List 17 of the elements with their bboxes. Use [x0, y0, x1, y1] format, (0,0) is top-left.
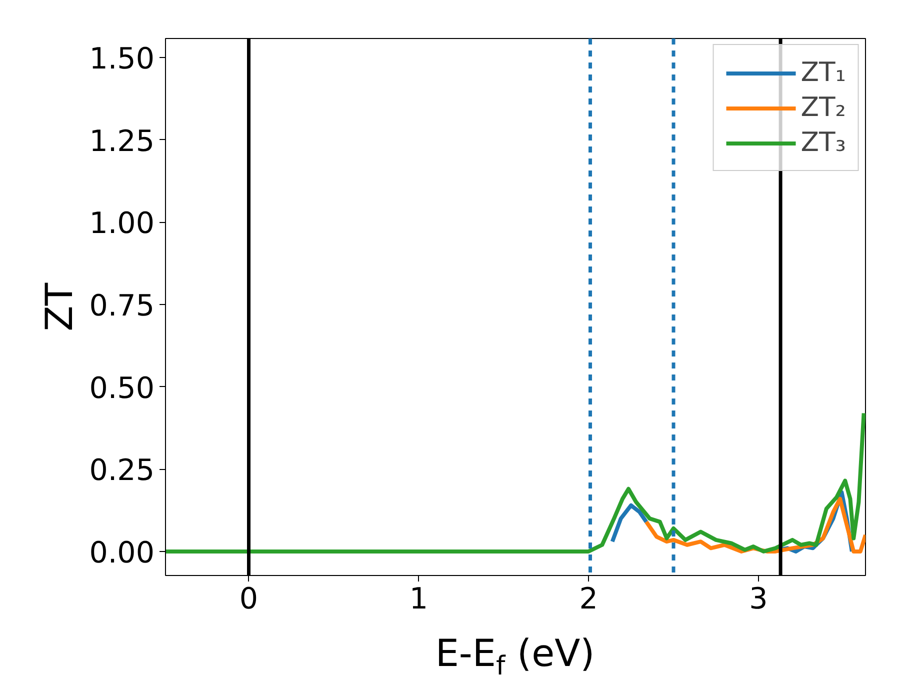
legend-label: ZT₁ — [800, 57, 846, 88]
y-tick-label: 0.00 — [89, 535, 155, 570]
x-tick-label: 0 — [239, 582, 258, 616]
y-tick-label: 1.25 — [89, 124, 155, 158]
y-tick-label: 1.50 — [89, 42, 155, 76]
x-axis-title: E-E$_{f}$ (eV) — [435, 631, 595, 682]
y-tick-label: 0.50 — [89, 370, 155, 405]
x-tick-label: 1 — [409, 582, 428, 616]
y-tick-label: 1.00 — [89, 206, 155, 240]
y-tick-label: 0.25 — [89, 453, 155, 488]
x-tick-label: 2 — [579, 582, 598, 616]
legend-label: ZT₃ — [800, 127, 846, 158]
x-tick-label: 3 — [749, 582, 768, 616]
legend-label: ZT₂ — [800, 92, 846, 123]
line-series — [166, 411, 866, 554]
y-tick-label: 0.75 — [89, 288, 155, 323]
y-axis-title: ZT — [37, 282, 82, 332]
